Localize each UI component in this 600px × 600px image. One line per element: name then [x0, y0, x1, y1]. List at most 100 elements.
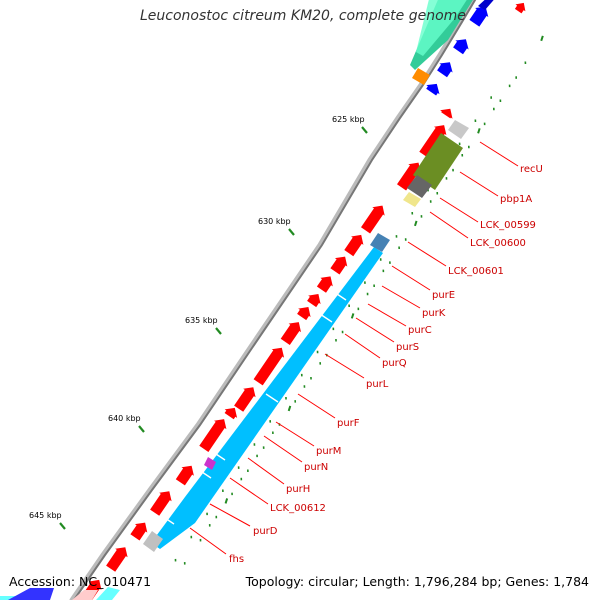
- gene-label: purM: [316, 446, 341, 457]
- forward-gene-arrow: [234, 387, 256, 412]
- gene-label: purQ: [382, 358, 407, 369]
- forward-gene-arrow: [397, 162, 421, 191]
- forward-gene-arrow: [297, 307, 311, 321]
- gene-leader-line: [344, 333, 381, 359]
- backbone-outer: [69, 0, 476, 600]
- gene-block: [412, 68, 430, 85]
- forward-gene-arrow: [307, 294, 321, 308]
- kbp-tick: [215, 327, 222, 335]
- forward-gene-arrow: [437, 62, 453, 78]
- forward-gene-arrow: [514, 2, 526, 14]
- gene-leader-line: [459, 171, 499, 197]
- forward-gene-arrow: [280, 322, 301, 345]
- gene-block: [448, 120, 469, 139]
- forward-gene-arrow: [440, 108, 453, 119]
- gene-leader-line: [275, 421, 315, 447]
- tick-mark: [287, 405, 292, 412]
- gene-block: [413, 133, 463, 190]
- gene-block: [478, 0, 494, 10]
- reverse-gene-band: [151, 247, 383, 549]
- gene-leader-line: [247, 457, 285, 485]
- tick-mark: [540, 35, 544, 42]
- forward-gene-arrow: [224, 407, 238, 420]
- gene-block: [407, 175, 432, 198]
- kbp-label: 635 kbp: [185, 316, 218, 325]
- kbp-tick: [59, 522, 66, 530]
- forward-gene-arrow: [175, 465, 194, 486]
- kbp-label: 640 kbp: [108, 414, 141, 423]
- gene-leader-line: [355, 317, 395, 343]
- gene-leader-line: [439, 197, 479, 223]
- forward-gene-arrow: [361, 205, 385, 234]
- gene-leader-line: [407, 241, 447, 267]
- gene-label: fhs: [229, 554, 244, 565]
- tick-mark: [350, 313, 355, 319]
- gene-label: pbp1A: [500, 194, 532, 205]
- forward-gene-arrow: [344, 234, 364, 257]
- gene-label: purF: [337, 418, 360, 429]
- gene-label: LCK_00612: [270, 503, 326, 514]
- gene-leader-line: [209, 503, 251, 527]
- forward-gene-arrow: [316, 276, 333, 293]
- kbp-label: 630 kbp: [258, 217, 291, 226]
- gene-label: LCK_00599: [480, 220, 536, 231]
- gene-label: purL: [366, 379, 389, 390]
- gene-label: LCK_00601: [448, 266, 504, 277]
- topology-text: Topology: circular; Length: 1,796,284 bp…: [245, 574, 589, 589]
- gene-label: purK: [422, 308, 446, 319]
- forward-gene-arrow: [453, 39, 469, 55]
- gene-block: [8, 588, 54, 600]
- kbp-label: 625 kbp: [332, 115, 365, 124]
- gene-leader-line: [324, 353, 365, 379]
- forward-gene-arrow: [199, 419, 227, 452]
- kbp-tick: [288, 228, 295, 236]
- forward-gene-arrow: [253, 347, 285, 386]
- gene-separator: [333, 291, 347, 301]
- map-title: Leuconostoc citreum KM20, complete genom…: [140, 8, 466, 24]
- forward-gene-arrow: [106, 547, 128, 572]
- kbp-tick: [361, 126, 368, 134]
- forward-gene-arrow: [150, 491, 172, 516]
- gene-leader-line: [189, 527, 227, 555]
- gene-label: purH: [286, 484, 310, 495]
- gene-leader-line: [381, 285, 421, 309]
- gene-label: purN: [304, 462, 328, 473]
- gene-leader-line: [263, 435, 303, 463]
- forward-gene-arrow: [419, 125, 447, 158]
- gene-label: purC: [408, 325, 432, 336]
- gene-leader-line: [367, 303, 407, 327]
- gene-block: [403, 192, 421, 207]
- gene-block: [72, 590, 98, 600]
- backbone-line: [73, 0, 477, 600]
- gene-block: [143, 531, 163, 552]
- gene-leader-line: [391, 265, 431, 291]
- gene-separator: [319, 313, 333, 323]
- gene-leader-line: [297, 393, 336, 419]
- gene-block: [96, 587, 120, 600]
- gene-label: purD: [253, 526, 278, 537]
- gene-label: purS: [396, 342, 419, 353]
- gene-block: [204, 457, 216, 470]
- gene-block: [416, 0, 467, 56]
- accession-text: Accession: NC_010471: [9, 574, 152, 589]
- tick-mark: [224, 498, 229, 504]
- gene-label: recU: [520, 164, 543, 175]
- forward-gene-arrow: [469, 6, 489, 27]
- gene-leader-line: [479, 141, 519, 167]
- forward-gene-arrow: [130, 522, 148, 541]
- forward-gene-arrow: [426, 83, 440, 96]
- gene-leader-line: [229, 477, 269, 505]
- gene-block: [370, 233, 390, 252]
- tick-mark: [414, 220, 418, 227]
- gene-separator: [212, 451, 226, 461]
- gene-separator: [265, 393, 279, 403]
- kbp-label: 645 kbp: [29, 511, 62, 520]
- gene-leader-line: [429, 211, 469, 239]
- kbp-tick: [138, 425, 145, 433]
- tick-mark: [477, 128, 481, 134]
- forward-gene-arrow: [330, 256, 348, 275]
- gene-label: LCK_00600: [470, 238, 526, 249]
- gene-label: purE: [432, 290, 455, 301]
